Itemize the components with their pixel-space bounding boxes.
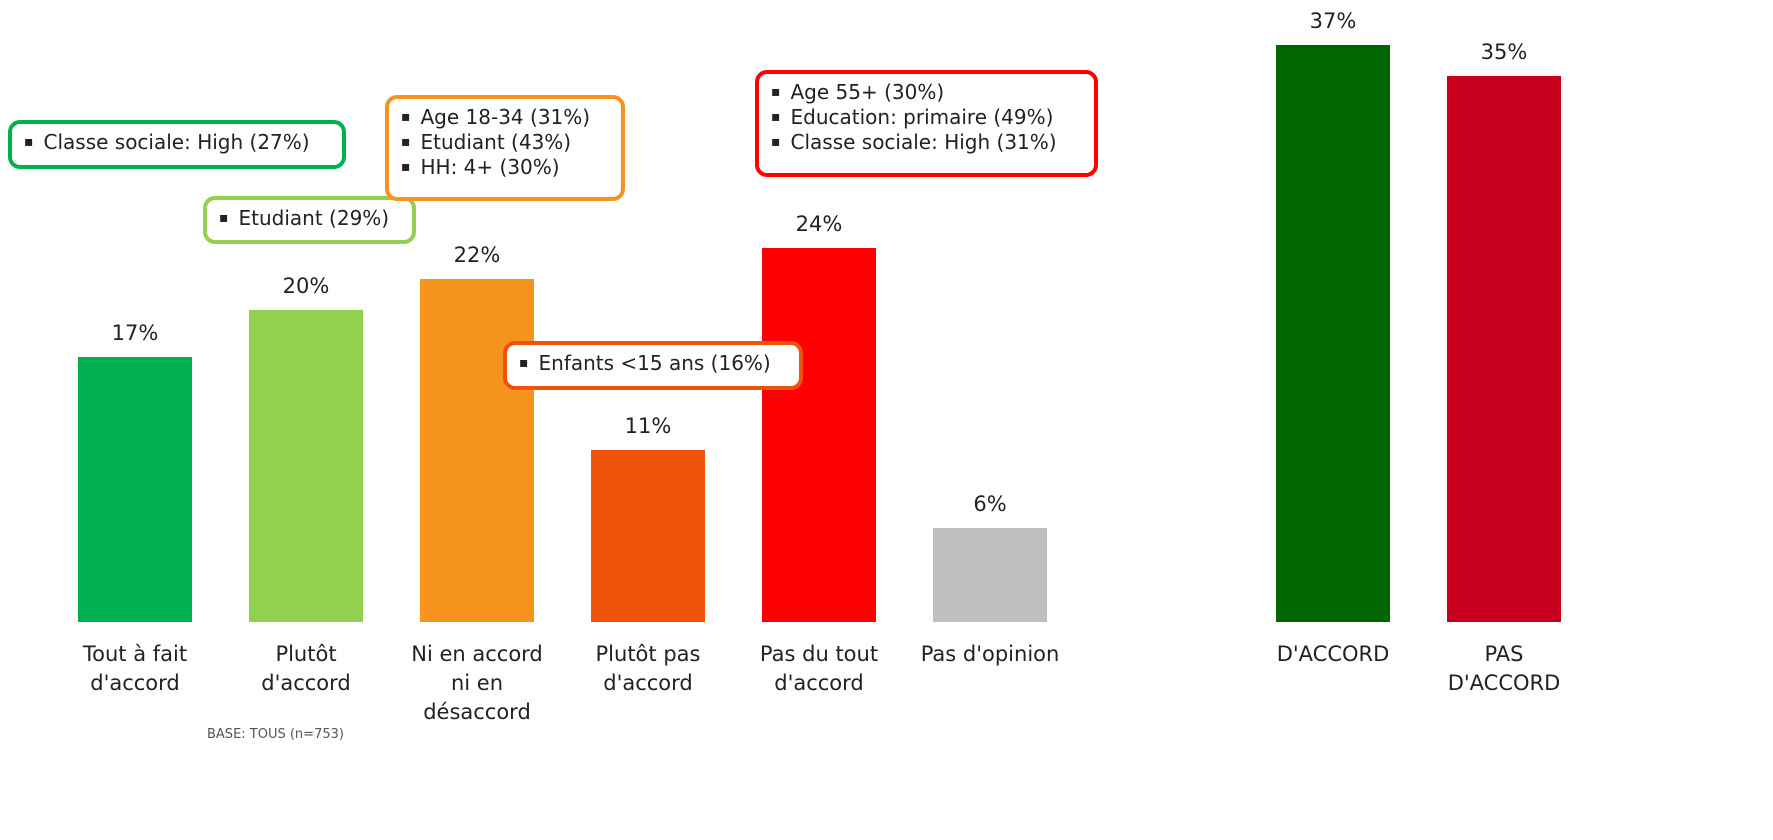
category-label: Plutôt d'accord <box>261 642 351 695</box>
annotation-item: Etudiant (43%) <box>401 130 609 155</box>
annotation-box: Classe sociale: High (27%) <box>8 120 346 169</box>
category-label: Pas du tout d'accord <box>759 642 879 695</box>
annotation-item: Etudiant (29%) <box>219 206 400 231</box>
annotation-box: Etudiant (29%) <box>203 196 416 244</box>
bar <box>933 528 1047 622</box>
bar <box>591 450 705 622</box>
bar <box>78 356 192 622</box>
value-label: 20% <box>282 274 330 299</box>
value-label: 24% <box>795 211 843 236</box>
annotation-box: Enfants <15 ans (16%) <box>503 341 803 390</box>
bar <box>420 278 534 622</box>
base-note: BASE: TOUS (n=753) <box>207 727 344 742</box>
annotation-item: Enfants <15 ans (16%) <box>519 351 787 376</box>
value-label: 11% <box>624 414 672 439</box>
bar <box>249 310 363 622</box>
bar <box>762 247 876 622</box>
category-label: Pas d'opinion <box>920 642 1060 666</box>
annotation-item: Classe sociale: High (27%) <box>24 130 330 155</box>
annotation-box: Age 18-34 (31%)Etudiant (43%)HH: 4+ (30%… <box>385 95 625 201</box>
value-label: 37% <box>1309 9 1357 33</box>
annotation-item: Age 55+ (30%) <box>771 80 1082 105</box>
value-label: 6% <box>973 492 1007 517</box>
annotation-item: Education: primaire (49%) <box>771 105 1082 130</box>
bar <box>1276 45 1390 622</box>
category-label: Plutôt pas d'accord <box>595 642 701 695</box>
category-label: Tout à fait d'accord <box>82 642 188 695</box>
bar <box>1447 76 1561 622</box>
annotation-box: Age 55+ (30%)Education: primaire (49%)Cl… <box>755 70 1098 177</box>
annotation-item: Age 18-34 (31%) <box>401 105 609 130</box>
value-label: 22% <box>453 242 501 267</box>
category-label: PAS D'ACCORD <box>1447 642 1561 695</box>
value-label: 17% <box>111 320 159 345</box>
category-label: Ni en accord ni en désaccord <box>411 642 543 724</box>
annotation-item: HH: 4+ (30%) <box>401 155 609 180</box>
value-label: 35% <box>1480 40 1528 65</box>
annotation-item: Classe sociale: High (31%) <box>771 130 1082 155</box>
category-label: D'ACCORD <box>1276 642 1390 666</box>
